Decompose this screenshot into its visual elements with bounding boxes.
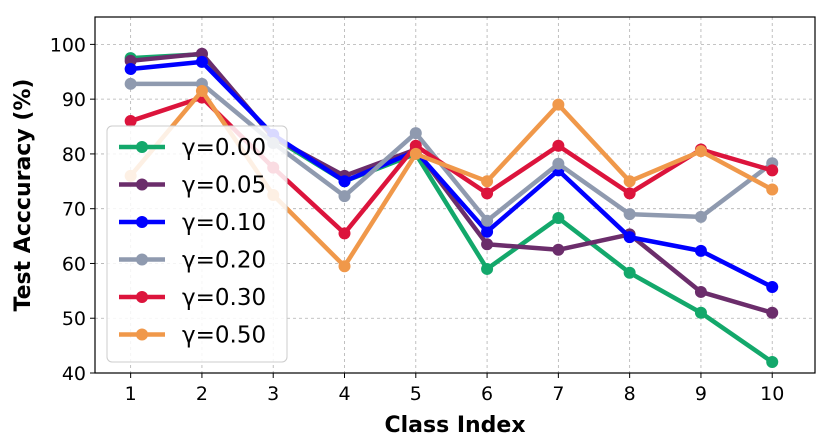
data-point	[481, 262, 494, 275]
data-point	[338, 175, 351, 188]
y-tick-label: 60	[62, 253, 86, 275]
y-axis-ticks: 40 50 60 70 80 90 100	[50, 34, 95, 385]
legend-label: γ=0.10	[182, 210, 266, 236]
data-point	[694, 244, 707, 257]
legend-swatch-marker	[136, 253, 148, 266]
data-point	[766, 281, 779, 294]
plot-frame	[94, 16, 816, 374]
series-line	[128, 81, 775, 223]
data-point	[552, 98, 565, 111]
data-point	[338, 190, 351, 203]
y-tick-label: 40	[62, 363, 86, 385]
legend: γ=0.00 γ=0.05 γ=0.10 γ=0.20 γ=0.30 γ=0.50	[106, 125, 288, 363]
legend-label: γ=0.00	[182, 135, 266, 161]
data-point	[623, 231, 636, 244]
data-point	[694, 285, 707, 298]
y-tick-label: 50	[62, 308, 86, 330]
data-point	[195, 84, 208, 97]
data-point	[409, 147, 422, 160]
legend-swatch-marker	[136, 216, 148, 228]
legend-label: γ=0.05	[182, 173, 266, 199]
legend-item: γ=0.30	[119, 285, 266, 311]
data-point	[552, 139, 565, 152]
data-point	[409, 139, 422, 152]
x-tick-label: 4	[338, 383, 350, 405]
data-point	[481, 187, 494, 200]
data-point	[766, 183, 779, 196]
data-point	[195, 47, 208, 60]
x-tick-label: 1	[125, 383, 137, 405]
legend-swatch-marker	[136, 141, 148, 153]
data-point	[766, 306, 779, 319]
x-tick-label: 3	[267, 383, 279, 405]
x-tick-label: 10	[760, 383, 784, 405]
legend-swatch-marker	[136, 291, 148, 303]
data-point	[124, 77, 137, 90]
x-tick-label: 6	[481, 383, 493, 405]
data-point	[124, 63, 137, 76]
data-point	[694, 210, 707, 223]
y-tick-label: 90	[62, 89, 86, 111]
data-point	[623, 175, 636, 188]
x-tick-label: 7	[552, 383, 564, 405]
data-point	[623, 208, 636, 221]
data-point	[481, 225, 494, 238]
data-point	[124, 115, 137, 128]
legend-swatch-marker	[136, 328, 148, 341]
data-point	[338, 260, 351, 273]
data-point	[766, 356, 779, 369]
data-point	[481, 238, 494, 251]
x-tick-label: 8	[624, 383, 636, 405]
x-tick-label: 9	[695, 383, 707, 405]
data-point	[195, 55, 208, 68]
y-tick-label: 100	[50, 34, 86, 56]
data-point	[552, 157, 565, 170]
data-point	[766, 164, 779, 177]
legend-item: γ=0.20	[119, 248, 266, 274]
data-point	[623, 266, 636, 279]
data-point	[623, 187, 636, 200]
x-axis-ticks: 1 2 3 4 5 6 7 8 9 10	[125, 373, 784, 405]
legend-item: γ=0.00	[119, 135, 266, 161]
x-tick-label: 5	[410, 383, 422, 405]
x-tick-label: 2	[196, 383, 208, 405]
series-lines	[124, 47, 779, 369]
legend-item: γ=0.50	[119, 323, 266, 349]
y-tick-label: 70	[62, 199, 86, 221]
legend-swatch-marker	[136, 178, 148, 191]
data-point	[409, 127, 422, 140]
legend-label: γ=0.50	[182, 323, 266, 349]
data-point	[552, 243, 565, 256]
data-point	[124, 54, 137, 67]
y-tick-label: 80	[62, 144, 86, 166]
legend-label: γ=0.20	[182, 248, 266, 274]
data-point	[552, 212, 565, 225]
data-point	[481, 175, 494, 188]
data-point	[694, 306, 707, 319]
data-point	[338, 227, 351, 240]
legend-label: γ=0.30	[182, 285, 266, 311]
x-axis-title: Class Index	[384, 413, 525, 438]
data-point	[694, 145, 707, 158]
data-point	[481, 214, 494, 227]
legend-item: γ=0.10	[119, 210, 266, 236]
series-line	[128, 59, 775, 290]
legend-item: γ=0.05	[119, 173, 266, 199]
y-axis-title: Test Acccuracy (%)	[11, 79, 36, 312]
